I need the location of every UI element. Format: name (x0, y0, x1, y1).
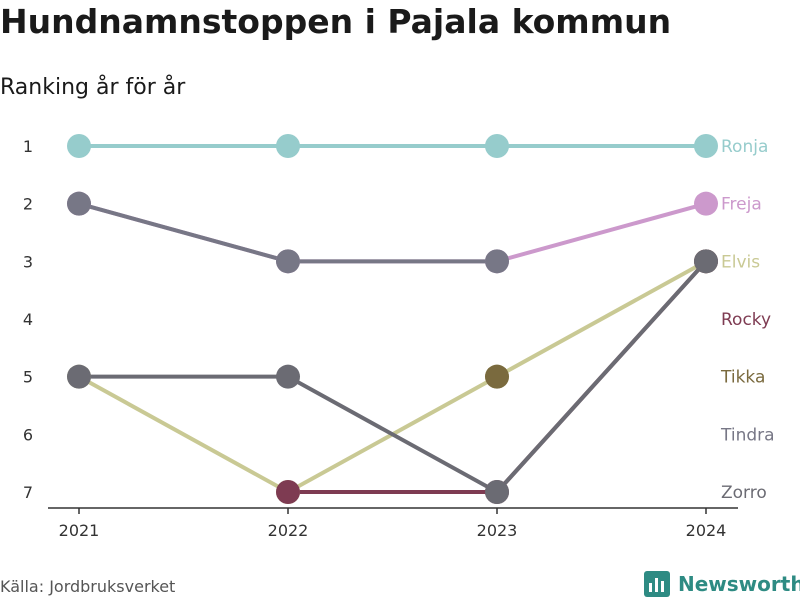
y-tick-label: 3 (23, 252, 33, 271)
chart-subtitle: Ranking år för år (0, 75, 186, 100)
data-point-ronja (485, 134, 509, 158)
data-point-ronja (694, 134, 718, 158)
y-tick-label: 1 (23, 137, 33, 156)
series-markers (67, 134, 718, 504)
y-tick-label: 5 (23, 368, 33, 387)
data-point-tindra (67, 191, 91, 216)
x-tick-label: 2023 (477, 521, 518, 540)
series-label-tikka: Tikka (720, 368, 765, 388)
x-axis-ticks: 2021 2022 2023 2024 (59, 508, 727, 540)
brand-logo: Newsworthy (644, 570, 800, 598)
series-label-elvis: Elvis (721, 252, 760, 272)
end-labels: Ronja Freja Elvis Rocky Tikka Tindra Zorro (720, 137, 775, 503)
series-label-zorro: Zorro (721, 483, 767, 503)
x-tick-label: 2021 (59, 521, 100, 540)
bar-chart-icon (644, 571, 670, 597)
series-line-zorro (79, 259, 708, 494)
series-label-rocky: Rocky (721, 310, 771, 330)
data-point-ronja (67, 134, 91, 158)
series-line-freja (78, 201, 707, 264)
y-tick-label: 4 (23, 310, 33, 329)
data-point-rocky (276, 480, 300, 504)
data-point-zorro (276, 364, 300, 389)
x-tick-label: 2022 (268, 521, 309, 540)
data-point-tindra (485, 249, 509, 274)
y-tick-label: 6 (23, 425, 33, 444)
chart-title: Hundnamnstoppen i Pajala kommun (0, 2, 672, 41)
y-tick-label: 7 (23, 483, 33, 502)
data-point-ronja (276, 134, 300, 158)
data-point-zorro (67, 364, 91, 389)
series-label-freja: Freja (721, 195, 762, 215)
data-point-zorro (694, 249, 718, 274)
series-lines (78, 144, 708, 494)
series-label-ronja: Ronja (721, 137, 768, 157)
data-point-zorro (485, 480, 509, 504)
x-tick-label: 2024 (686, 521, 727, 540)
brand-name: Newsworthy (678, 572, 800, 596)
data-point-tindra (276, 249, 300, 274)
y-axis-ticks: 1 2 3 4 5 6 7 (23, 137, 33, 502)
series-label-tindra: Tindra (720, 425, 775, 445)
series-layer (67, 134, 718, 504)
y-tick-label: 2 (23, 195, 33, 214)
source-note: Källa: Jordbruksverket (0, 577, 176, 596)
data-point-freja (694, 191, 718, 216)
data-point-tikka (485, 364, 509, 389)
